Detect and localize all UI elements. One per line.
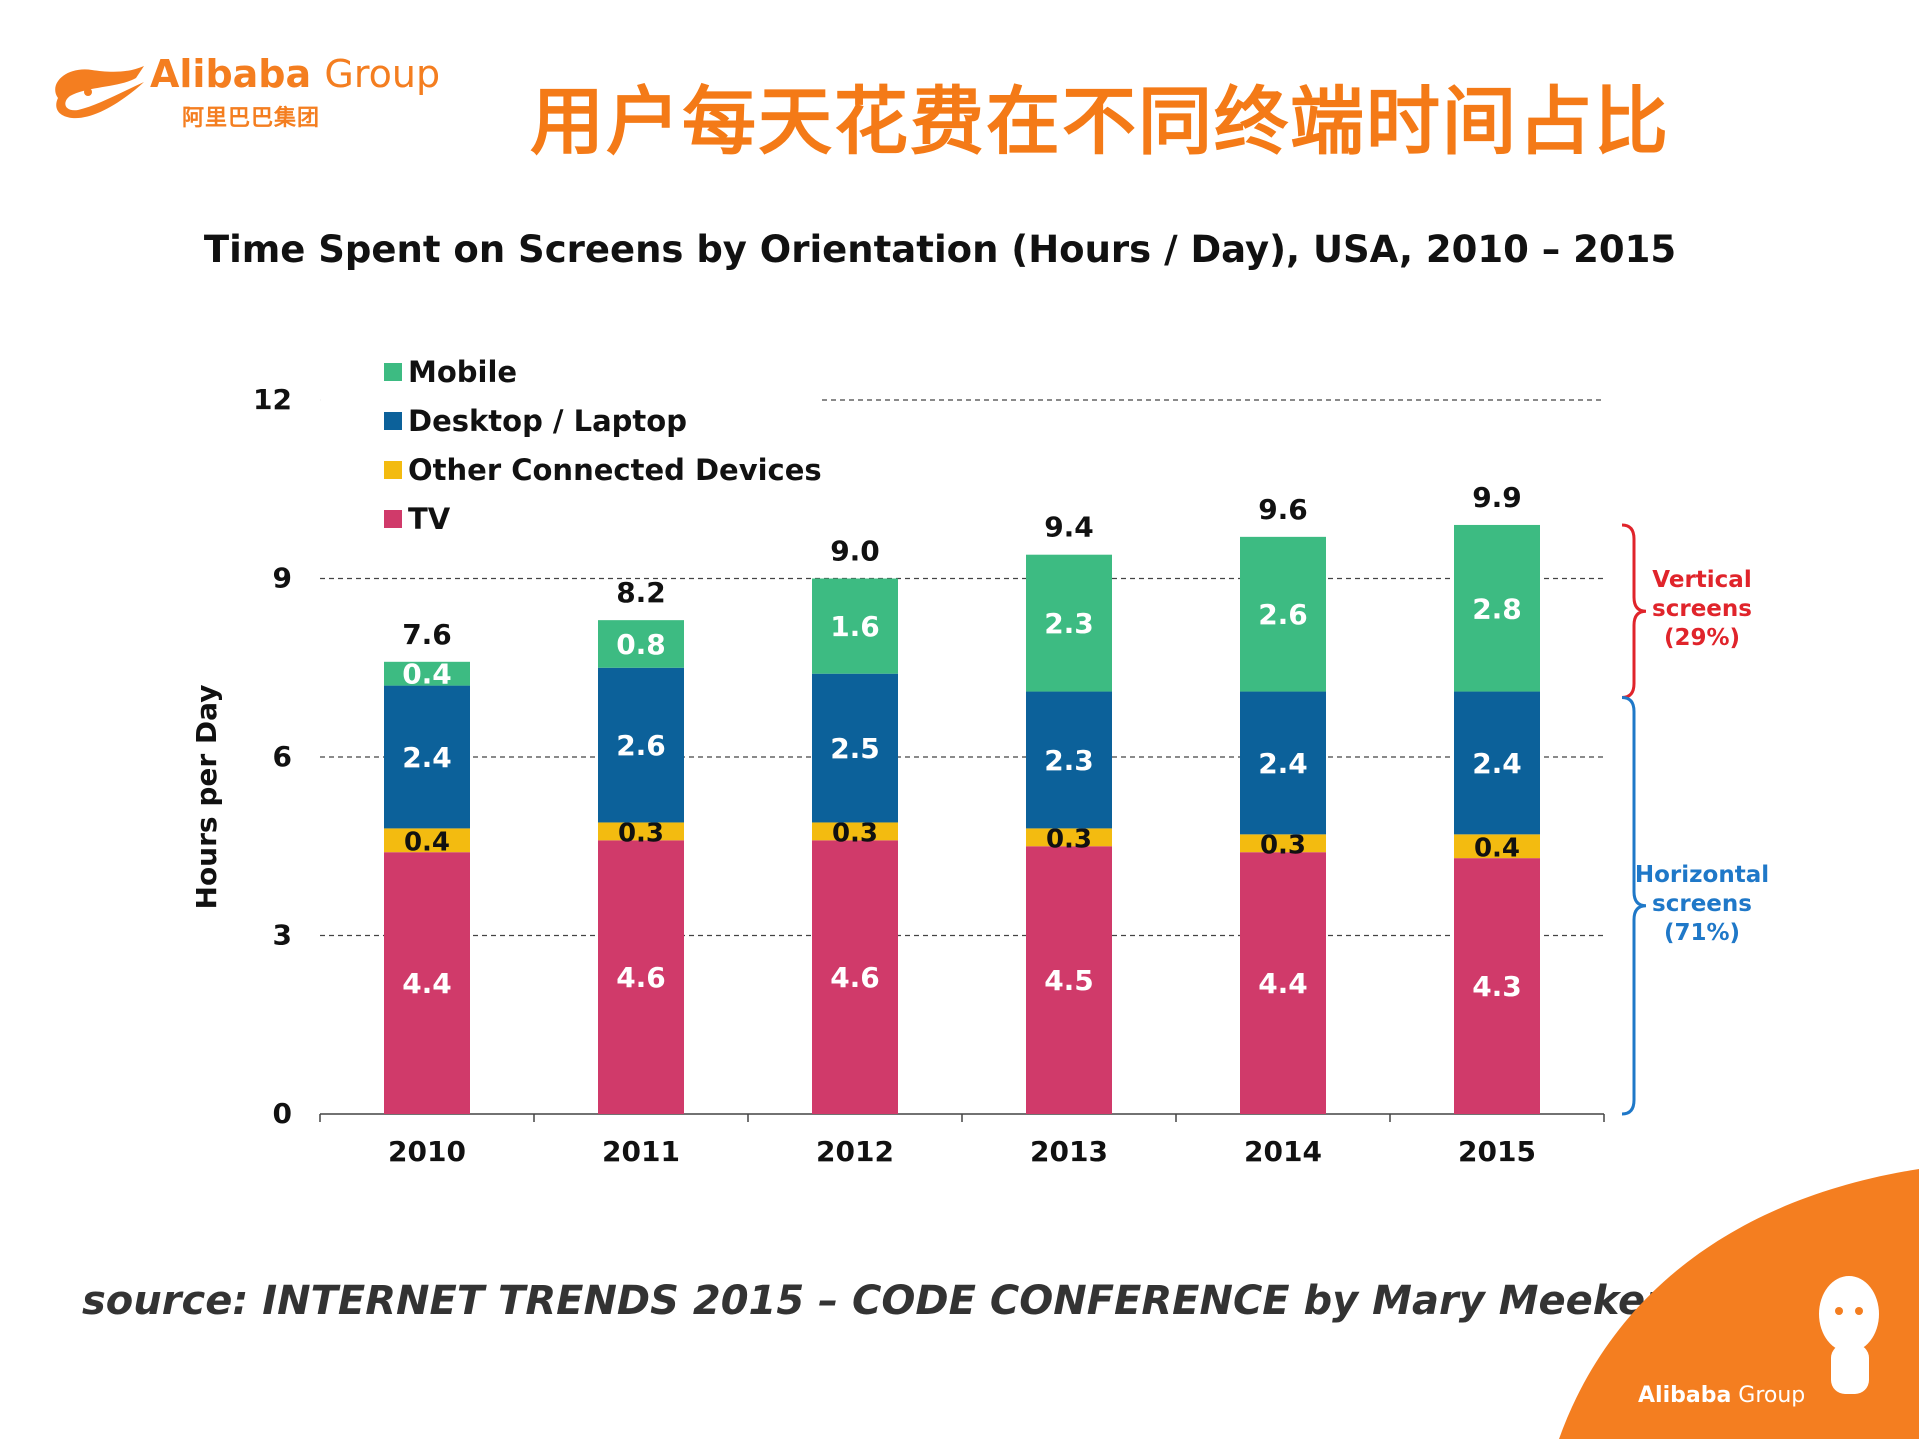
legend-label: Mobile bbox=[408, 355, 517, 389]
bar-segment bbox=[1240, 536, 1326, 692]
bar-total-label: 8.2 bbox=[616, 576, 666, 609]
chart-title: Time Spent on Screens by Orientation (Ho… bbox=[203, 228, 1677, 271]
y-tick-label: 6 bbox=[273, 740, 292, 773]
page-title: 用户每天花费在不同终端时间占比 bbox=[530, 79, 1670, 165]
bar-total-label: 9.0 bbox=[830, 535, 880, 568]
mascot-icon bbox=[1819, 1276, 1879, 1394]
legend-swatch bbox=[384, 510, 402, 528]
bar-value-label: 0.3 bbox=[1260, 830, 1306, 860]
bar-segment bbox=[1240, 691, 1326, 835]
bar-segment bbox=[1026, 846, 1112, 1114]
corner-brand-group: Group bbox=[1738, 1383, 1806, 1408]
bar-value-label: 0.3 bbox=[832, 818, 878, 848]
bar-value-label: 2.6 bbox=[1258, 598, 1308, 631]
bar-value-label: 2.4 bbox=[1472, 747, 1522, 780]
bar-segment bbox=[384, 828, 470, 853]
bar-segment bbox=[598, 822, 684, 841]
annotation-brace bbox=[1621, 696, 1647, 1116]
bar-segment bbox=[1026, 691, 1112, 829]
bar-value-label: 4.4 bbox=[1258, 967, 1308, 1000]
x-tick-label: 2012 bbox=[816, 1135, 894, 1168]
y-tick-label: 3 bbox=[273, 919, 292, 952]
legend-label: Desktop / Laptop bbox=[408, 404, 687, 438]
logo-group: Group bbox=[324, 52, 441, 96]
bar-value-label: 4.4 bbox=[402, 967, 452, 1000]
x-tick-label: 2014 bbox=[1244, 1135, 1322, 1168]
bar-segment bbox=[1454, 691, 1540, 835]
bar-segment bbox=[1240, 834, 1326, 853]
alibaba-group-logo: Alibaba Group 阿里巴巴集团 bbox=[48, 48, 468, 132]
legend-label: TV bbox=[408, 502, 451, 536]
legend-label: Other Connected Devices bbox=[408, 453, 822, 487]
logo-word: Alibaba bbox=[150, 52, 312, 96]
annotation-label: screens bbox=[1652, 891, 1752, 917]
bar-value-label: 4.3 bbox=[1472, 970, 1522, 1003]
bar-segment bbox=[812, 822, 898, 841]
bar-value-label: 0.4 bbox=[1474, 833, 1520, 863]
bar-value-label: 2.3 bbox=[1044, 607, 1094, 640]
annotation-label: screens bbox=[1652, 596, 1752, 622]
bar-value-label: 2.6 bbox=[616, 729, 666, 762]
y-tick-label: 12 bbox=[253, 383, 292, 416]
bar-segment bbox=[1026, 828, 1112, 847]
bar-segment bbox=[384, 685, 470, 829]
legend-swatch bbox=[384, 461, 402, 479]
bar-value-label: 2.4 bbox=[1258, 747, 1308, 780]
annotation-label: (29%) bbox=[1664, 625, 1740, 651]
bar-segment bbox=[598, 840, 684, 1114]
logo-chinese-name: 阿里巴巴集团 bbox=[182, 106, 321, 131]
y-axis-title: Hours per Day bbox=[190, 685, 223, 910]
annotation-brace bbox=[1621, 523, 1647, 699]
bar-value-label: 0.4 bbox=[404, 827, 450, 857]
x-tick-label: 2010 bbox=[388, 1135, 466, 1168]
bar-value-label: 2.8 bbox=[1472, 592, 1522, 625]
source-citation: source: INTERNET TRENDS 2015 – CODE CONF… bbox=[82, 1278, 1665, 1324]
bar-segment bbox=[1454, 858, 1540, 1114]
corner-brand-swoosh-icon bbox=[1559, 1169, 1919, 1439]
bar-total-label: 9.4 bbox=[1044, 511, 1094, 544]
bar-value-label: 2.5 bbox=[830, 732, 880, 765]
annotation-label: Horizontal bbox=[1635, 862, 1769, 888]
logo-wordmark: Alibaba Group bbox=[150, 52, 440, 96]
x-tick-label: 2011 bbox=[602, 1135, 680, 1168]
bar-value-label: 4.5 bbox=[1044, 964, 1094, 997]
legend-swatch bbox=[384, 412, 402, 430]
x-tick-label: 2013 bbox=[1030, 1135, 1108, 1168]
bar-value-label: 2.3 bbox=[1044, 744, 1094, 777]
bar-segment bbox=[1454, 834, 1540, 859]
corner-brand-word: Alibaba bbox=[1638, 1383, 1732, 1408]
bar-value-label: 2.4 bbox=[402, 741, 452, 774]
bar-value-label: 4.6 bbox=[830, 961, 880, 994]
bar-value-label: 4.6 bbox=[616, 961, 666, 994]
bar-segment bbox=[384, 661, 470, 686]
bar-value-label: 0.3 bbox=[1046, 824, 1092, 854]
bar-value-label: 0.3 bbox=[618, 818, 664, 848]
x-tick-label: 2015 bbox=[1458, 1135, 1536, 1168]
corner-brand-label: Alibaba Group bbox=[1638, 1383, 1805, 1408]
bar-segment bbox=[812, 578, 898, 674]
bar-value-label: 1.6 bbox=[830, 610, 880, 643]
bar-total-label: 9.6 bbox=[1258, 493, 1308, 526]
annotation-label: Vertical bbox=[1652, 567, 1751, 593]
bar-segment bbox=[812, 840, 898, 1114]
annotation-label: (71%) bbox=[1664, 920, 1740, 946]
bar-total-label: 7.6 bbox=[402, 618, 452, 651]
bar-segment bbox=[1454, 524, 1540, 692]
alibaba-smile-logo-icon bbox=[55, 66, 145, 119]
legend-swatch bbox=[384, 363, 402, 381]
y-tick-label: 9 bbox=[273, 562, 292, 595]
bar-total-label: 9.9 bbox=[1472, 481, 1522, 514]
y-tick-label: 0 bbox=[273, 1097, 292, 1130]
bar-segment bbox=[598, 620, 684, 668]
bar-value-label: 0.8 bbox=[616, 628, 666, 661]
bar-segment bbox=[1026, 554, 1112, 692]
bar-segment bbox=[1240, 852, 1326, 1114]
bar-value-label: 0.4 bbox=[402, 658, 452, 691]
bar-segment bbox=[812, 673, 898, 823]
bar-segment bbox=[384, 852, 470, 1114]
bar-segment bbox=[598, 667, 684, 823]
